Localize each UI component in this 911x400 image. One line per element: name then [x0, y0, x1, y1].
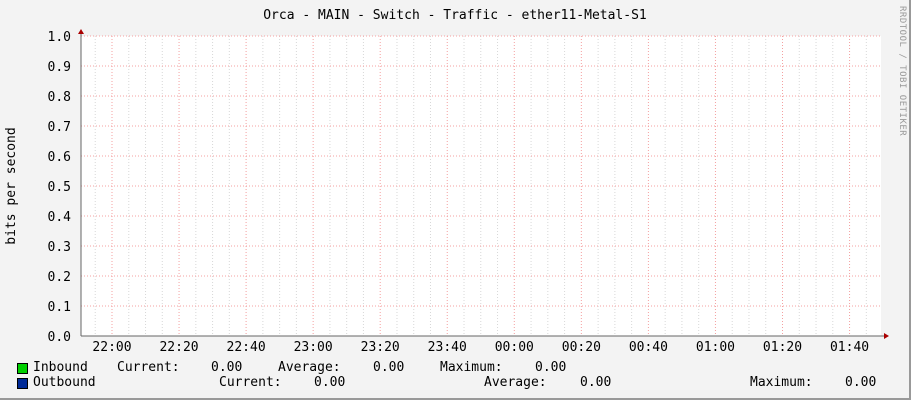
x-tick-label: 01:40 [830, 340, 869, 355]
outbound-current-label: Current: [219, 375, 282, 390]
y-tick-label: 0.8 [48, 90, 71, 105]
inbound-average-label: Average: [278, 360, 341, 375]
inbound-current: 0.00 [211, 360, 243, 375]
inbound-current-label: Current: [117, 360, 180, 375]
outbound-average: 0.00 [580, 375, 612, 390]
outbound-current: 0.00 [314, 375, 346, 390]
tick-labels: 22:00 22:20 22:40 23:00 23:20 23:40 00:00 00:20… [48, 30, 870, 355]
x-tick-label: 23:20 [361, 340, 400, 355]
x-tick-label: 00:20 [562, 340, 601, 355]
outbound-name: Outbound [33, 375, 96, 390]
x-tick-label: 01:20 [763, 340, 802, 355]
x-tick-label: 00:40 [629, 340, 668, 355]
grid [81, 35, 881, 336]
x-tick-label: 01:00 [696, 340, 735, 355]
outbound-maximum: 0.00 [845, 375, 877, 390]
y-tick-label: 0.9 [48, 60, 71, 75]
inbound-maximum: 0.00 [535, 360, 567, 375]
x-tick-label: 22:40 [227, 340, 266, 355]
inbound-maximum-label: Maximum: [440, 360, 503, 375]
outbound-maximum-label: Maximum: [750, 375, 813, 390]
chart-title: Orca - MAIN - Switch - Traffic - ether11… [263, 8, 647, 23]
x-tick-label: 23:00 [294, 340, 333, 355]
y-tick-label: 0.7 [48, 120, 71, 135]
inbound-average: 0.00 [373, 360, 405, 375]
x-axis-arrow-icon [884, 333, 889, 339]
y-axis-label: bits per second [4, 127, 19, 244]
y-tick-label: 1.0 [48, 30, 71, 45]
x-tick-label: 22:00 [92, 340, 131, 355]
x-tick-label: 22:20 [159, 340, 198, 355]
x-tick-label: 23:40 [428, 340, 467, 355]
y-tick-label: 0.3 [48, 240, 71, 255]
outbound-swatch [17, 378, 28, 389]
inbound-swatch [17, 363, 28, 374]
y-tick-label: 0.6 [48, 150, 71, 165]
y-tick-label: 0.1 [48, 300, 71, 315]
y-tick-label: 0.2 [48, 270, 71, 285]
y-axis-arrow-icon [78, 29, 84, 34]
rrdtool-watermark: RRDTOOL / TOBI OETIKER [897, 6, 907, 137]
y-tick-label: 0.4 [48, 210, 72, 225]
outbound-average-label: Average: [484, 375, 547, 390]
y-tick-label: 0.5 [48, 180, 71, 195]
inbound-name: Inbound [33, 360, 88, 375]
x-tick-label: 00:00 [495, 340, 534, 355]
y-tick-label: 0.0 [48, 330, 71, 345]
